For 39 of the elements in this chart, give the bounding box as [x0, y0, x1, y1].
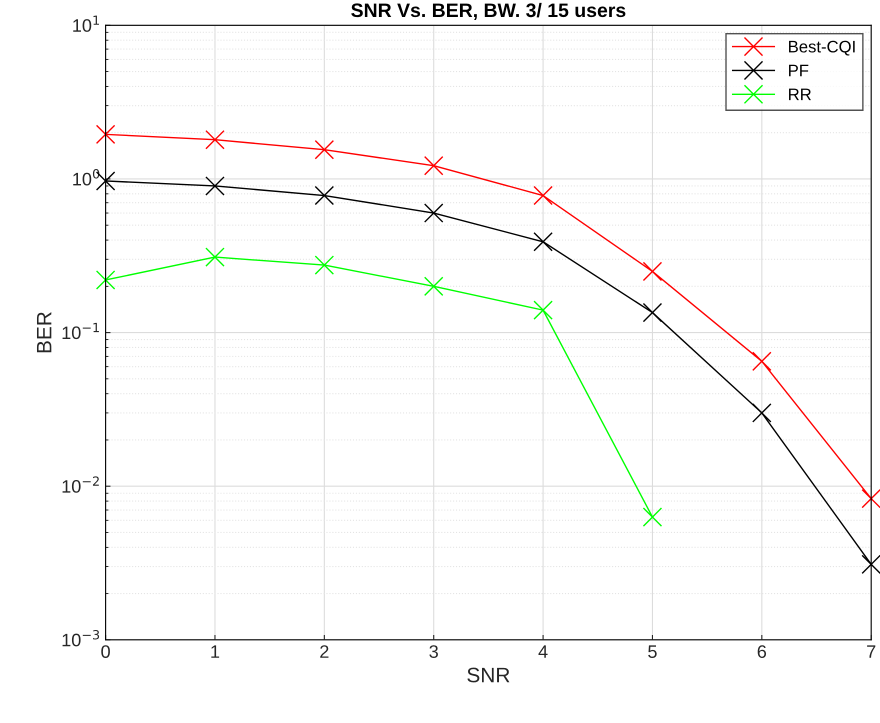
point	[96, 124, 116, 144]
point	[533, 300, 553, 320]
y-tick-label: 10$^{−3}$	[62, 630, 100, 646]
x-tick-label: 0	[101, 645, 110, 658]
y-tick-label: 10$^{1}$	[73, 16, 99, 32]
point	[96, 270, 116, 290]
x-tick-label: 7	[867, 645, 876, 658]
x-tick-label: 6	[758, 645, 766, 658]
point	[424, 276, 444, 296]
point	[752, 403, 772, 423]
point	[642, 302, 662, 322]
point	[314, 140, 334, 160]
y-tick-label: 10$^{−1}$	[62, 322, 99, 340]
legend-label: Best-CQI	[789, 40, 855, 56]
point	[314, 255, 334, 275]
x-tick-label: 2	[320, 645, 328, 658]
y-axis-title: BER	[36, 312, 52, 352]
point	[861, 554, 880, 574]
point	[424, 156, 444, 176]
point	[642, 262, 662, 282]
point	[861, 488, 880, 508]
chart-title: SNR Vs. BER, BW. 3/ 15 users	[351, 2, 626, 20]
x-tick-label: 3	[429, 645, 438, 658]
point	[205, 247, 225, 267]
x-tick-label: 1	[211, 645, 220, 658]
point	[642, 507, 662, 527]
x-axis-title: SNR	[467, 668, 510, 682]
point	[205, 176, 225, 196]
point	[533, 232, 553, 252]
point	[424, 203, 444, 223]
point	[314, 186, 334, 206]
point	[533, 186, 553, 206]
y-tick-label: 10$^{−2}$	[62, 476, 99, 493]
x-tick-label: 5	[648, 645, 657, 658]
point	[205, 130, 225, 150]
point	[752, 352, 772, 372]
x-tick-label: 4	[538, 645, 548, 658]
legend-label: PF	[789, 64, 808, 76]
legend-label: RR	[789, 88, 811, 100]
